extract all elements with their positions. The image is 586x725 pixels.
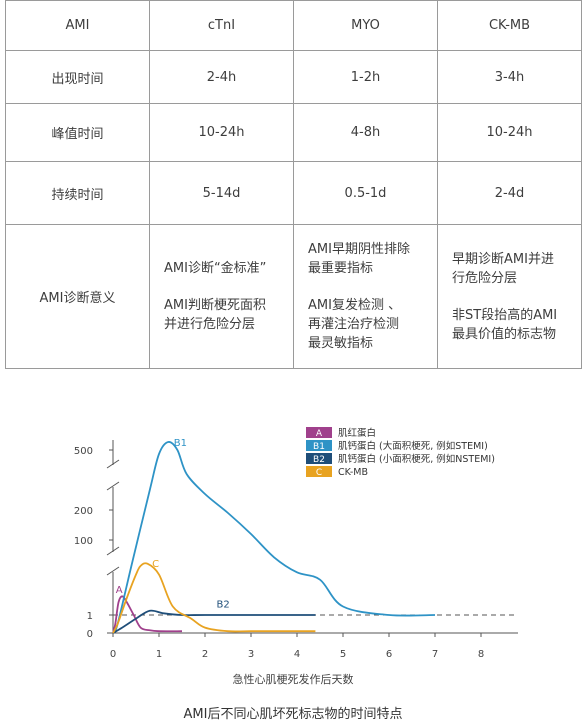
table-row: 持续时间 5-14d 0.5-1d 2-4d bbox=[5, 161, 582, 225]
axis-break-mark bbox=[106, 546, 120, 556]
legend-label: CK-MB bbox=[338, 467, 368, 478]
x-tick-label: 1 bbox=[156, 649, 162, 660]
legend-swatch bbox=[306, 427, 332, 438]
cell-paragraph: AMI判断梗死面积 并进行危险分层 bbox=[164, 298, 266, 332]
table-row: 出现时间 2-4h 1-2h 3-4h bbox=[5, 50, 582, 104]
row-label: AMI诊断意义 bbox=[5, 224, 150, 369]
x-axis-label: 急性心肌梗死发作后天数 bbox=[233, 672, 354, 686]
series-line-a bbox=[112, 595, 183, 634]
legend-label: 肌钙蛋白 (大面积梗死, 例如STEMI) bbox=[338, 440, 488, 452]
legend-key: B1 bbox=[313, 442, 325, 452]
x-tick-label: 5 bbox=[340, 649, 346, 660]
table-cell: 2-4d bbox=[437, 161, 582, 225]
x-tick-label: 2 bbox=[202, 649, 208, 660]
x-tick-label: 8 bbox=[478, 649, 484, 660]
y-tick-label: 1 bbox=[87, 611, 93, 622]
cell-paragraph: 早期诊断AMI并进 行危险分层 bbox=[452, 251, 554, 286]
series-label-c: C bbox=[152, 559, 159, 570]
table-cell: 4-8h bbox=[293, 103, 438, 162]
row-label: 持续时间 bbox=[5, 161, 150, 225]
y-tick-label: 100 bbox=[74, 536, 93, 547]
table-header-row: AMI cTnI MYO CK-MB bbox=[5, 0, 582, 51]
table-cell: 10-24h bbox=[149, 103, 294, 162]
cell-paragraph: AMI早期阴性排除 最重要指标 bbox=[308, 242, 410, 276]
y-tick-label: 500 bbox=[74, 446, 93, 457]
biomarker-time-chart: 0 1 100 200 500 0 1 2 3 4 5 6 7 8 急性心肌梗死发作后天数 A B1 B2 C A 肌红… bbox=[74, 427, 518, 686]
table-cell: AMI诊断“金标准” AMI判断梗死面积 并进行危险分层 bbox=[149, 224, 294, 369]
legend-swatch bbox=[306, 466, 332, 477]
y-tick-label: 0 bbox=[87, 629, 93, 640]
x-tick-label: 7 bbox=[432, 649, 438, 660]
series-label-a: A bbox=[116, 585, 123, 596]
series-line-b2 bbox=[112, 609, 316, 634]
cell-paragraph: 非ST段抬高的AMI 最具价值的标志物 bbox=[452, 307, 558, 342]
marker-table: AMI cTnI MYO CK-MB 出现时间 2-4h 1-2h 3-4h 峰… bbox=[5, 0, 582, 369]
x-tick-label: 3 bbox=[248, 649, 254, 660]
axis-break-mark bbox=[106, 566, 120, 576]
axis-break-mark bbox=[106, 481, 120, 491]
cell-paragraph: AMI诊断“金标准” bbox=[164, 261, 267, 276]
series-label-b2: B2 bbox=[217, 599, 230, 610]
header-cell: AMI bbox=[5, 0, 150, 51]
legend-key: A bbox=[316, 429, 323, 439]
x-tick-label: 4 bbox=[294, 649, 300, 660]
table-cell: 10-24h bbox=[437, 103, 582, 162]
legend-swatch bbox=[306, 440, 332, 451]
header-cell: cTnI bbox=[149, 0, 294, 51]
legend-label: 肌红蛋白 bbox=[338, 427, 376, 439]
axis-break-mark bbox=[106, 459, 120, 469]
legend-swatch bbox=[306, 453, 332, 464]
y-tick-label: 200 bbox=[74, 506, 93, 517]
row-label: 峰值时间 bbox=[5, 103, 150, 162]
series-label-b1: B1 bbox=[174, 438, 187, 449]
table-cell: 0.5-1d bbox=[293, 161, 438, 225]
header-cell: MYO bbox=[293, 0, 438, 51]
table-cell: 早期诊断AMI并进 行危险分层 非ST段抬高的AMI 最具价值的标志物 bbox=[437, 224, 582, 369]
table-row-significance: AMI诊断意义 AMI诊断“金标准” AMI判断梗死面积 并进行危险分层 AMI… bbox=[5, 224, 582, 369]
legend-key: C bbox=[316, 468, 322, 478]
row-label: 出现时间 bbox=[5, 50, 150, 104]
table-cell: 1-2h bbox=[293, 50, 438, 104]
table-cell: 2-4h bbox=[149, 50, 294, 104]
legend-label: 肌钙蛋白 (小面积梗死, 例如NSTEMI) bbox=[338, 453, 495, 465]
table-cell: 3-4h bbox=[437, 50, 582, 104]
cell-paragraph: AMI复发检测 、 再灌注治疗检测 最灵敏指标 bbox=[308, 298, 402, 351]
header-cell: CK-MB bbox=[437, 0, 582, 51]
chart-caption: AMI后不同心肌坏死标志物的时间特点 bbox=[183, 707, 403, 722]
x-tick-label: 6 bbox=[386, 649, 392, 660]
legend-key: B2 bbox=[313, 455, 325, 465]
table-cell: AMI早期阴性排除 最重要指标 AMI复发检测 、 再灌注治疗检测 最灵敏指标 bbox=[293, 224, 438, 369]
series-line-b1 bbox=[112, 441, 436, 634]
x-tick-label: 0 bbox=[110, 649, 116, 660]
table-row: 峰值时间 10-24h 4-8h 10-24h bbox=[5, 103, 582, 162]
table-cell: 5-14d bbox=[149, 161, 294, 225]
series-line-c bbox=[112, 562, 316, 634]
